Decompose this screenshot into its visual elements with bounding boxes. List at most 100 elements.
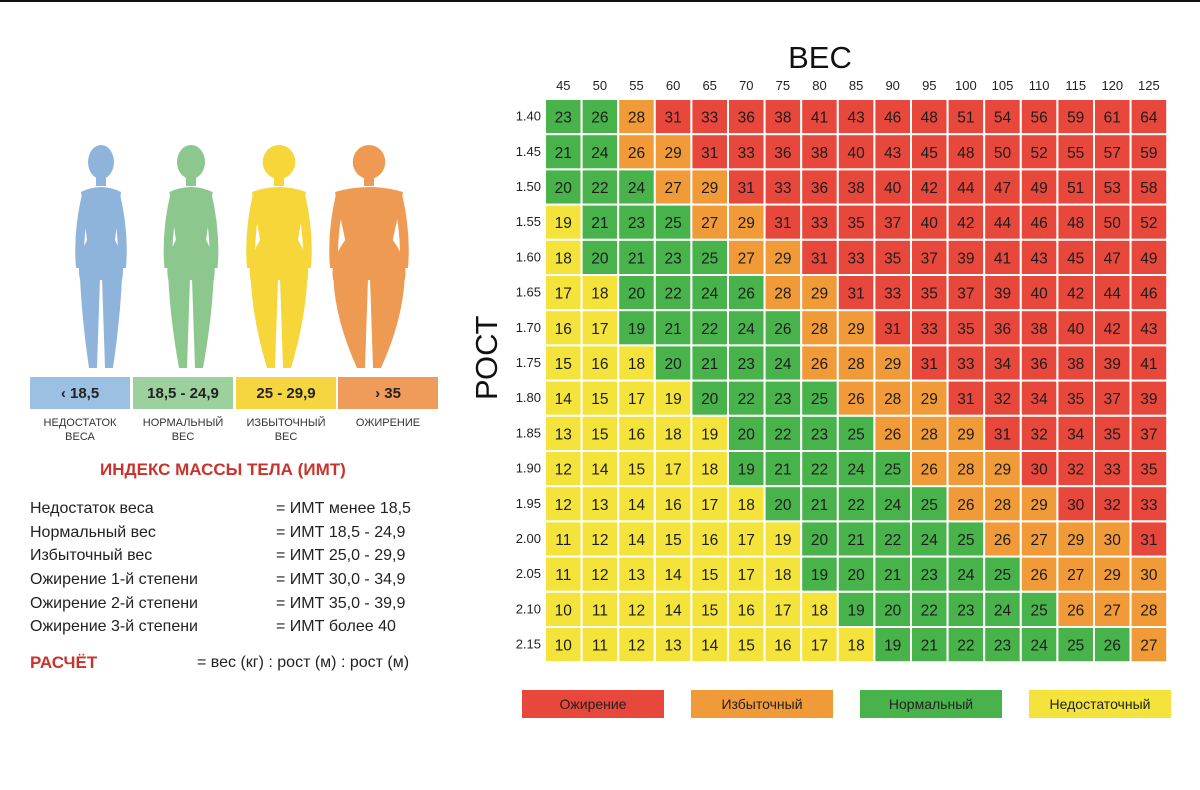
heatmap-cell-value: 27 [701,215,718,232]
heatmap-cell-value: 31 [847,286,864,303]
heatmap-cell-value: 26 [994,532,1011,549]
heatmap-cell-value: 22 [811,462,828,479]
heatmap-cell-value: 18 [774,567,791,584]
definition-name: Недостаток веса [30,500,154,517]
heatmap-cell [727,309,766,347]
heatmap-cell [653,520,693,558]
heatmap-cell-value: 25 [664,215,681,232]
heatmap-cell-value: 31 [738,180,755,197]
heatmap-cell [836,555,876,593]
heatmap-cell-value: 11 [555,567,571,584]
heatmap-cell [983,274,1022,312]
heatmap-cell [873,238,912,277]
heatmap-cell-value: 52 [1030,145,1047,162]
heatmap-cell-value: 28 [994,497,1011,514]
heatmap-cell [1019,414,1059,452]
heatmap-cell-value: 22 [591,180,608,197]
heatmap-cell [763,344,803,382]
heatmap-cell [983,555,1022,593]
heatmap-cell-value: 38 [1067,356,1084,373]
heatmap-cell [690,414,729,452]
heatmap-cell-value: 22 [701,321,718,338]
heatmap-cell [1019,98,1059,136]
heatmap-cell-value: 34 [1067,426,1085,443]
heatmap-cell-value: 64 [1140,110,1158,127]
heatmap-cell [800,590,839,628]
heatmap-cell [910,626,949,664]
heatmap-cell-value: 36 [811,180,828,197]
heatmap-cell [1093,168,1132,206]
heatmap-cell-value: 19 [701,426,718,443]
heatmap-cell-value: 35 [1104,426,1121,443]
heatmap-cell [1056,98,1096,136]
heatmap-cell-value: 19 [664,391,681,408]
heatmap-cell [544,590,583,628]
heatmap-cell [946,590,986,628]
heatmap-cell-value: 13 [555,426,572,443]
heatmap-cell-value: 25 [957,532,974,549]
heatmap-cell-value: 29 [664,145,681,162]
heatmap-cell-value: 20 [664,356,682,373]
heatmap-cell [1129,626,1169,664]
y-tick-label: 1.65 [516,285,541,300]
x-tick-label: 55 [629,78,643,93]
heatmap-cell-value: 22 [774,426,791,443]
bmi-title: ИНДЕКС МАССЫ ТЕЛА (ИМТ) [100,460,346,479]
heatmap-cell-value: 17 [664,462,681,479]
heatmap-cell-value: 12 [628,638,645,655]
heatmap-cell-value: 41 [1140,356,1157,373]
heatmap-cell [544,98,583,136]
heatmap-cell [763,485,803,523]
heatmap-cell-value: 20 [847,567,865,584]
heatmap-cell [800,485,839,523]
y-tick-label: 1.45 [516,144,541,159]
heatmap-cell [800,238,839,277]
y-tick-label: 1.85 [516,425,541,440]
heatmap-cell-value: 48 [957,145,974,162]
heatmap-cell-value: 35 [847,215,864,232]
heatmap-cell [544,626,583,664]
heatmap-cell-value: 26 [884,426,901,443]
definition-value: = ИМТ 35,0 - 39,9 [276,595,406,612]
heatmap-cell-value: 37 [1140,426,1157,443]
top-rule [0,0,1200,2]
y-axis-title: РОСТ [469,315,504,400]
heatmap-cell [1019,344,1059,382]
heatmap-cell [800,379,839,417]
heatmap-cell-value: 47 [1104,250,1121,267]
heatmap-cell-value: 16 [628,426,645,443]
heatmap-cell-value: 35 [957,321,974,338]
heatmap-cell [873,98,912,136]
heatmap-cell-value: 25 [811,391,828,408]
category-bar-normal: 18,5 - 24,9 [133,377,233,409]
heatmap-cell-value: 17 [591,321,608,338]
heatmap-cell [873,555,912,593]
heatmap-cell-value: 20 [555,180,573,197]
heatmap-cell [1129,414,1169,452]
heatmap-cell-value: 47 [994,180,1011,197]
heatmap-cell-value: 22 [957,638,974,655]
heatmap-cell-value: 15 [628,462,645,479]
heatmap-cell-value: 29 [1030,497,1047,514]
heatmap-cell [1129,98,1169,136]
heatmap-cell-value: 52 [1140,215,1157,232]
definition-name: Ожирение 3-й степени [30,618,198,635]
heatmap-cell-value: 33 [884,286,901,303]
heatmap-cell-value: 35 [884,250,901,267]
heatmap-cell [910,238,949,277]
heatmap-cell [1129,309,1169,347]
category-label-obese: ОЖИРЕНИЕ [355,417,421,429]
heatmap-cell [1129,344,1169,382]
heatmap-cell-value: 38 [847,180,864,197]
heatmap-cell [763,309,803,347]
heatmap-cell-value: 36 [738,110,755,127]
heatmap-cell [690,238,729,277]
category-bar-underweight: ‹ 18,5 [30,377,130,409]
heatmap-cell-value: 55 [1067,145,1084,162]
heatmap-cell-value: 35 [1067,391,1084,408]
heatmap-cell-value: 31 [921,356,938,373]
y-tick-label: 2.15 [516,637,541,652]
heatmap-cell-value: 18 [738,497,755,514]
heatmap-cell-value: 31 [884,321,901,338]
heatmap-cell-value: 45 [921,145,938,162]
